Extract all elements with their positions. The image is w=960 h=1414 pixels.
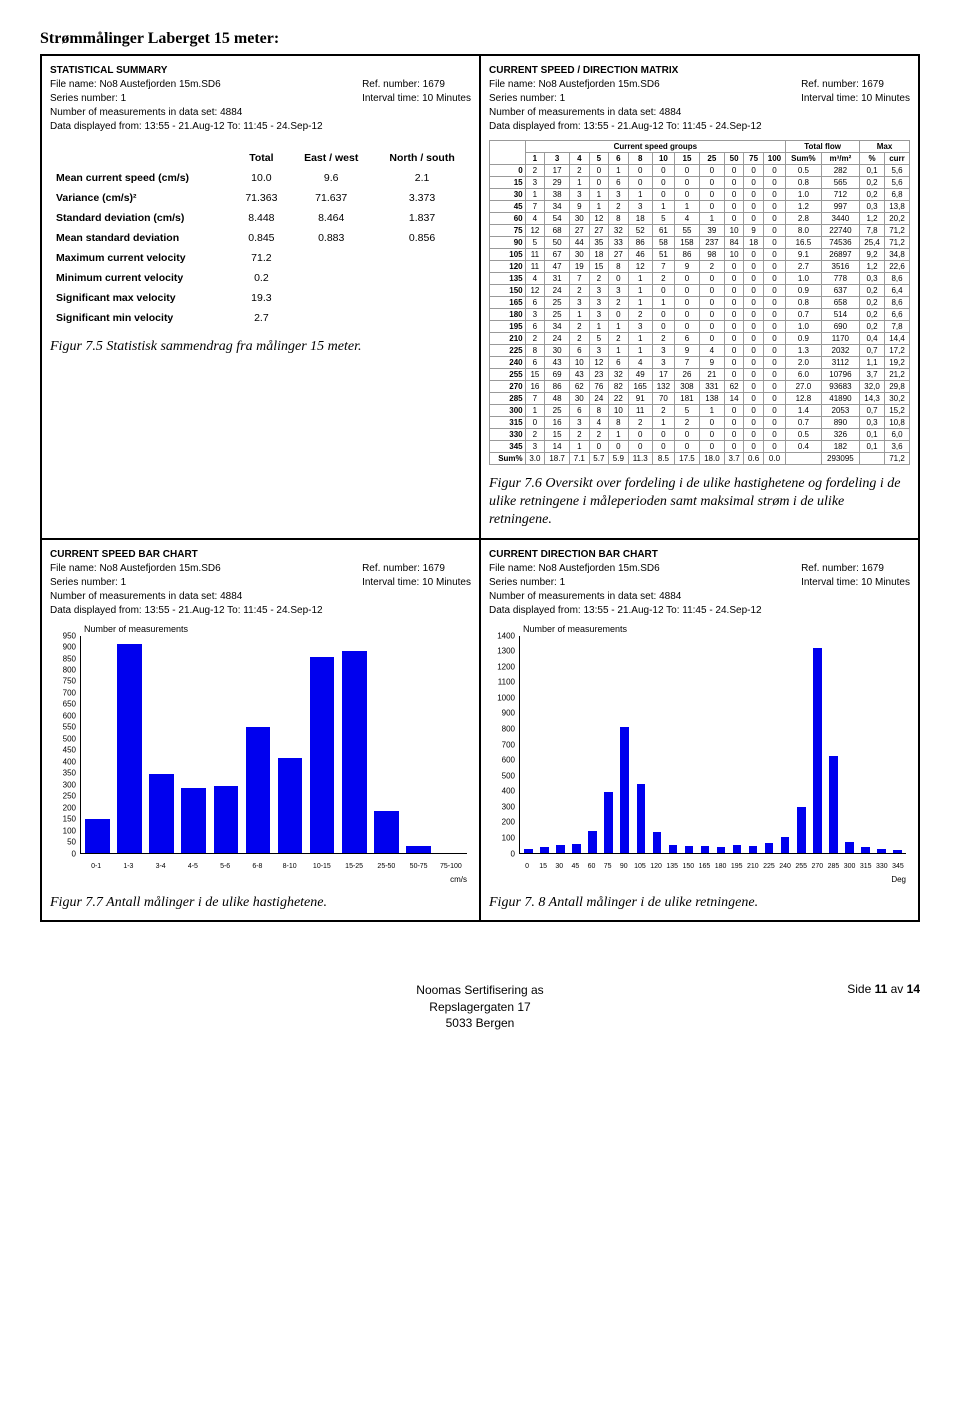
stat-series: Series number: 1 bbox=[50, 92, 323, 106]
matrix-title: CURRENT SPEED / DIRECTION MATRIX bbox=[489, 64, 762, 78]
matrix-range: Data displayed from: 13:55 - 21.Aug-12 T… bbox=[489, 120, 762, 134]
stat-header: STATISTICAL SUMMARY File name: No8 Auste… bbox=[50, 64, 471, 134]
matrix-file: File name: No8 Austefjorden 15m.SD6 bbox=[489, 78, 762, 92]
dir-chart-ref: Ref. number: 1679 bbox=[801, 562, 910, 576]
stat-interval: Interval time: 10 Minutes bbox=[362, 92, 471, 106]
figure-grid: STATISTICAL SUMMARY File name: No8 Auste… bbox=[40, 54, 920, 922]
speed-chart-title: CURRENT SPEED BAR CHART bbox=[50, 548, 323, 562]
page-title: Strømmålinger Laberget 15 meter: bbox=[40, 30, 920, 48]
footer-line-2: Repslagergaten 17 bbox=[40, 999, 920, 1016]
dir-x-unit: Deg bbox=[891, 875, 906, 884]
page-num-mid: av bbox=[887, 982, 906, 996]
dir-chart-ylabel: Number of measurements bbox=[523, 624, 627, 634]
dir-chart-title: CURRENT DIRECTION BAR CHART bbox=[489, 548, 762, 562]
caption-7-7: Figur 7.7 Antall målinger i de ulike has… bbox=[50, 894, 471, 912]
matrix-header: CURRENT SPEED / DIRECTION MATRIX File na… bbox=[489, 64, 910, 134]
stat-nmeas: Number of measurements in data set: 4884 bbox=[50, 106, 323, 120]
dir-chart-series: Series number: 1 bbox=[489, 576, 762, 590]
speed-direction-matrix: Current speed groupsTotal flowMax1345681… bbox=[489, 140, 910, 465]
matrix-nmeas: Number of measurements in data set: 4884 bbox=[489, 106, 762, 120]
cell-dir-chart: CURRENT DIRECTION BAR CHART File name: N… bbox=[480, 539, 919, 921]
dir-chart-range: Data displayed from: 13:55 - 21.Aug-12 T… bbox=[489, 604, 762, 618]
caption-7-6: Figur 7.6 Oversikt over fordeling i de u… bbox=[489, 475, 910, 530]
speed-bar-chart: Number of measurements 05010015020025030… bbox=[50, 624, 471, 884]
speed-chart-ref: Ref. number: 1679 bbox=[362, 562, 471, 576]
page-num-pre: Side bbox=[847, 982, 874, 996]
speed-chart-file: File name: No8 Austefjorden 15m.SD6 bbox=[50, 562, 323, 576]
dir-chart-header: CURRENT DIRECTION BAR CHART File name: N… bbox=[489, 548, 910, 618]
dir-chart-nmeas: Number of measurements in data set: 4884 bbox=[489, 590, 762, 604]
stat-table: TotalEast / westNorth / south Mean curre… bbox=[50, 148, 471, 328]
matrix-ref: Ref. number: 1679 bbox=[801, 78, 910, 92]
page-num-tot: 14 bbox=[907, 982, 920, 996]
page-num-cur: 11 bbox=[875, 982, 888, 996]
direction-bar-chart: Number of measurements 01002003004005006… bbox=[489, 624, 910, 884]
stat-range: Data displayed from: 13:55 - 21.Aug-12 T… bbox=[50, 120, 323, 134]
speed-chart-interval: Interval time: 10 Minutes bbox=[362, 576, 471, 590]
caption-7-8: Figur 7. 8 Antall målinger i de ulike re… bbox=[489, 894, 910, 912]
speed-x-unit: cm/s bbox=[450, 875, 467, 884]
stat-file: File name: No8 Austefjorden 15m.SD6 bbox=[50, 78, 323, 92]
cell-matrix: CURRENT SPEED / DIRECTION MATRIX File na… bbox=[480, 55, 919, 539]
matrix-interval: Interval time: 10 Minutes bbox=[801, 92, 910, 106]
matrix-series: Series number: 1 bbox=[489, 92, 762, 106]
cell-stat-summary: STATISTICAL SUMMARY File name: No8 Auste… bbox=[41, 55, 480, 539]
stat-ref: Ref. number: 1679 bbox=[362, 78, 471, 92]
caption-7-5: Figur 7.5 Statistisk sammendrag fra måli… bbox=[50, 338, 471, 356]
speed-chart-nmeas: Number of measurements in data set: 4884 bbox=[50, 590, 323, 604]
dir-chart-interval: Interval time: 10 Minutes bbox=[801, 576, 910, 590]
speed-chart-series: Series number: 1 bbox=[50, 576, 323, 590]
speed-chart-header: CURRENT SPEED BAR CHART File name: No8 A… bbox=[50, 548, 471, 618]
stat-title: STATISTICAL SUMMARY bbox=[50, 64, 323, 78]
dir-chart-file: File name: No8 Austefjorden 15m.SD6 bbox=[489, 562, 762, 576]
cell-speed-chart: CURRENT SPEED BAR CHART File name: No8 A… bbox=[41, 539, 480, 921]
footer-line-3: 5033 Bergen bbox=[40, 1015, 920, 1032]
speed-chart-ylabel: Number of measurements bbox=[84, 624, 188, 634]
speed-chart-range: Data displayed from: 13:55 - 21.Aug-12 T… bbox=[50, 604, 323, 618]
